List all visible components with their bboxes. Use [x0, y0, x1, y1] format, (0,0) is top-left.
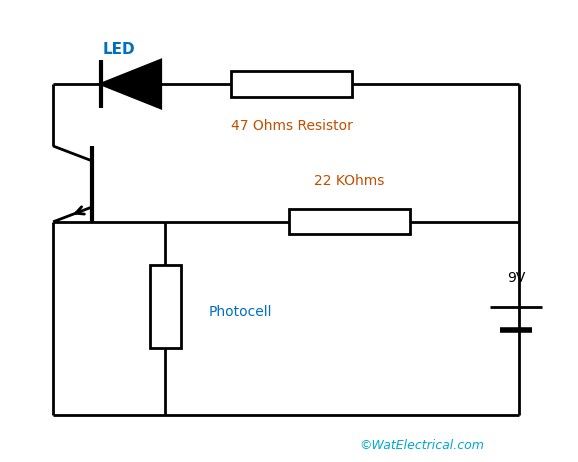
Polygon shape	[101, 60, 161, 108]
Text: 22 KOhms: 22 KOhms	[314, 174, 384, 188]
Bar	[289, 209, 410, 234]
Text: 47 Ohms Resistor: 47 Ohms Resistor	[231, 119, 353, 133]
Text: 9V: 9V	[507, 271, 525, 285]
Text: Photocell: Photocell	[209, 305, 272, 319]
Text: LED: LED	[103, 42, 136, 57]
Bar	[150, 266, 181, 348]
Bar	[231, 72, 352, 97]
Text: ©WatElectrical.com: ©WatElectrical.com	[359, 439, 484, 452]
